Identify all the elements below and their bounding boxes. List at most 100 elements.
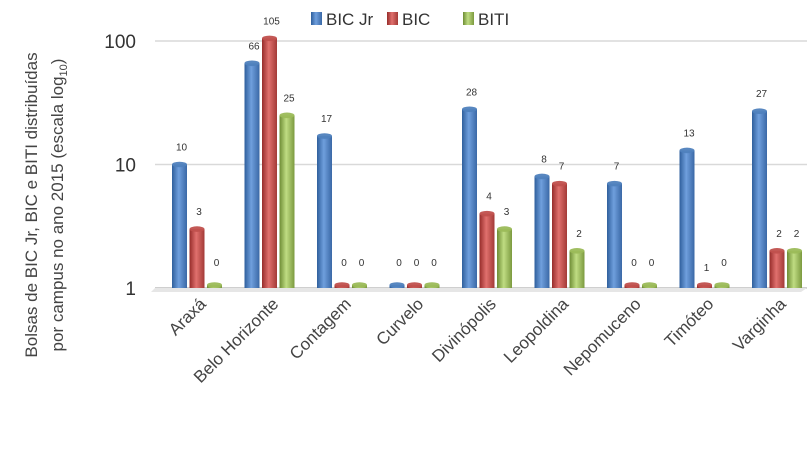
data-label: 0: [721, 258, 727, 269]
data-label: 7: [559, 162, 565, 173]
bar: [787, 250, 802, 288]
bar: [679, 150, 695, 288]
data-label: 10: [176, 143, 188, 154]
bar-cap: [389, 282, 405, 288]
x-tick-label: Leopoldina: [500, 294, 573, 367]
bar-cap: [424, 282, 440, 288]
bar-cap: [769, 248, 785, 254]
chart-floor: [151, 288, 807, 292]
data-label: 4: [486, 192, 492, 203]
bar: [279, 115, 295, 289]
y-tick-label: 10: [115, 156, 136, 177]
data-label: 8: [541, 154, 547, 165]
y-axis-title-end: ): [48, 59, 67, 65]
bars: [172, 35, 802, 289]
data-label: 66: [248, 41, 260, 52]
data-label: 2: [776, 229, 782, 240]
bar-cap: [787, 248, 802, 254]
bar-cap: [752, 108, 767, 115]
bar: [317, 136, 332, 288]
bar-cap: [624, 282, 640, 288]
bar: [462, 109, 477, 288]
data-label: 0: [631, 258, 637, 269]
data-label: 28: [466, 87, 478, 98]
data-label: 17: [321, 114, 333, 125]
data-label: 0: [431, 258, 437, 269]
legend-label: BIC Jr: [326, 10, 374, 29]
bar: [189, 229, 205, 288]
bar-cap: [697, 282, 712, 288]
legend-label: BITI: [478, 10, 509, 29]
data-label: 0: [341, 258, 347, 269]
x-tick-label: Curvelo: [372, 294, 427, 349]
data-label: 3: [504, 207, 510, 218]
bar-cap: [479, 210, 495, 217]
bar: [479, 213, 495, 288]
data-label: 0: [396, 258, 402, 269]
y-tick-label: 100: [104, 32, 136, 53]
bar-cap: [714, 282, 730, 288]
y-axis-title-subscript: 10: [58, 64, 70, 76]
x-tick-label: Divinópolis: [428, 294, 500, 366]
y-tick-label: 1: [125, 279, 136, 300]
bar: [172, 164, 187, 288]
data-label: 3: [196, 207, 202, 218]
bar-cap: [207, 282, 222, 288]
data-label: 27: [756, 89, 768, 100]
y-axis-title-line-2: por campus no ano 2015 (escala log: [48, 76, 67, 351]
data-label: 0: [414, 258, 420, 269]
x-tick-label: Timóteo: [661, 294, 717, 350]
data-label: 2: [794, 229, 800, 240]
bar-cap: [534, 173, 550, 180]
bar: [262, 38, 277, 289]
data-label: 13: [683, 128, 695, 139]
bar-cap: [244, 60, 260, 67]
legend: BIC Jr BIC BITI: [311, 10, 509, 29]
data-label: 2: [576, 229, 582, 240]
bar: [607, 183, 622, 288]
data-label: 105: [263, 16, 280, 27]
data-label: 7: [614, 162, 620, 173]
bar-cap: [189, 226, 205, 232]
bar-cap: [552, 180, 567, 187]
bar: [569, 250, 585, 288]
bar-cap: [462, 106, 477, 113]
legend-label: BIC: [402, 10, 430, 29]
y-axis-title-line-1: Bolsas de BIC Jr, BIC e BITI distribuída…: [22, 52, 41, 357]
bar-cap: [317, 133, 332, 139]
bar-cap: [262, 35, 277, 42]
x-tick-label: Varginha: [729, 294, 790, 355]
bar: [244, 63, 260, 289]
data-label: 0: [214, 258, 220, 269]
legend-swatch: [311, 12, 322, 25]
bar-cap: [497, 226, 512, 232]
data-label: 25: [283, 93, 295, 104]
bar: [497, 229, 512, 288]
bar: [552, 183, 567, 288]
bar: [769, 250, 785, 288]
legend-swatch: [463, 12, 474, 25]
x-tick-label: Araxá: [165, 294, 210, 339]
y-axis-title: Bolsas de BIC Jr, BIC e BITI distribuída…: [22, 52, 41, 357]
data-label: 0: [359, 258, 365, 269]
bar-cap: [334, 282, 350, 288]
bar-cap: [352, 282, 367, 288]
bar: [752, 111, 767, 288]
bar-cap: [642, 282, 657, 288]
bar-cap: [279, 112, 295, 119]
data-label: 1: [704, 263, 710, 274]
bar-cap: [569, 248, 585, 254]
x-tick-label: Nepomuceno: [560, 294, 645, 379]
x-tick-label: Contagem: [286, 294, 355, 363]
y-axis-title-2: por campus no ano 2015 (escala log10): [48, 59, 70, 352]
data-label: 0: [649, 258, 655, 269]
bar-cap: [407, 282, 422, 288]
y-axis: 1 10 100: [104, 32, 136, 300]
bar-cap: [607, 180, 622, 187]
bar: [534, 176, 550, 288]
legend-swatch: [387, 12, 398, 25]
bar-cap: [679, 147, 695, 154]
